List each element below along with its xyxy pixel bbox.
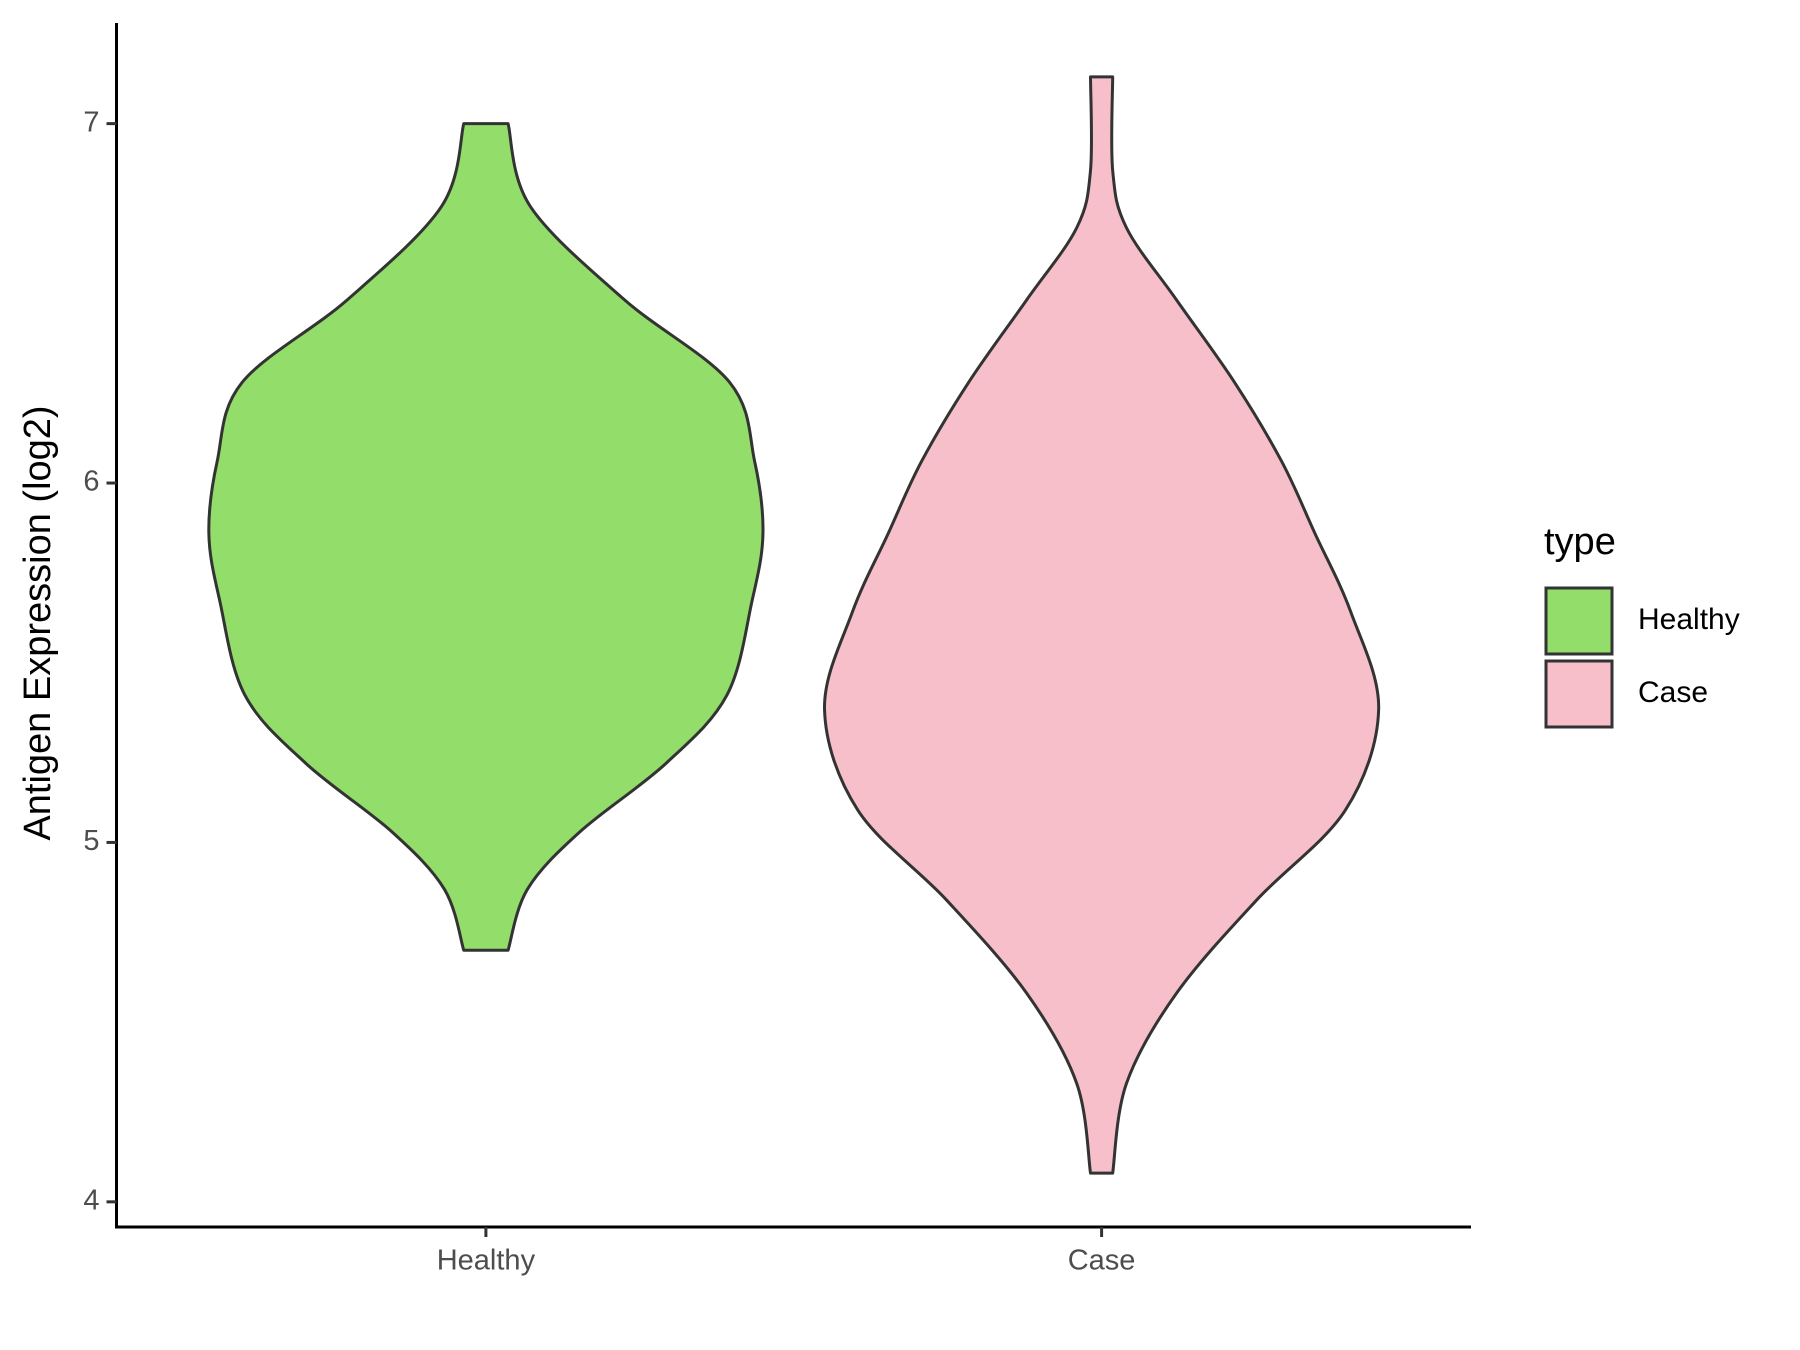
legend-label: Healthy xyxy=(1638,603,1740,636)
violin xyxy=(207,122,765,952)
x-tick-label: Healthy xyxy=(437,1245,536,1277)
y-tick-label: 4 xyxy=(83,1184,99,1216)
legend-key xyxy=(1544,659,1614,729)
legend-key xyxy=(1544,586,1614,656)
y-tick-label: 5 xyxy=(83,825,99,857)
x-tick-label: Case xyxy=(1068,1245,1136,1277)
legend-label: Case xyxy=(1638,676,1708,709)
violin xyxy=(823,75,1381,1175)
y-axis-title: Antigen Expression (log2) xyxy=(17,405,59,840)
y-tick-label: 6 xyxy=(83,466,99,498)
legend-title: type xyxy=(1544,521,1616,563)
y-tick-label: 7 xyxy=(83,106,99,138)
